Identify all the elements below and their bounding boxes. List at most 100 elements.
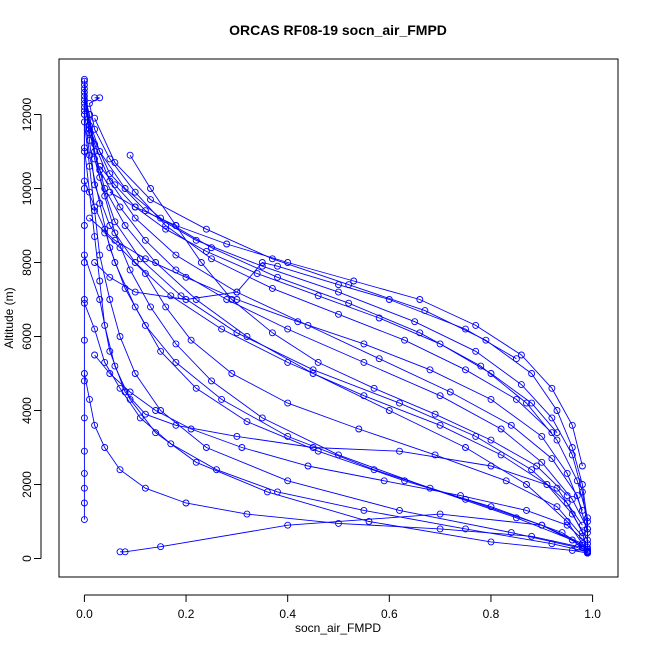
data-point (131, 303, 139, 311)
data-point (507, 529, 515, 537)
data-point (497, 425, 505, 433)
data-point (517, 381, 525, 389)
x-axis-label: socn_air_FMPD (295, 621, 381, 635)
data-point (568, 421, 576, 429)
data-point (538, 521, 546, 529)
data-point (258, 414, 266, 422)
data-point (385, 407, 393, 414)
data-point (258, 259, 266, 266)
data-point (284, 325, 292, 333)
data-point (487, 395, 495, 403)
data-point (208, 377, 215, 385)
data-point (502, 477, 510, 485)
data-point (553, 436, 561, 444)
data-point (233, 432, 241, 440)
data-point (578, 481, 586, 488)
data-point (141, 270, 149, 278)
data-point (223, 296, 231, 303)
data-point (192, 458, 200, 466)
data-point (243, 418, 251, 426)
data-point (284, 399, 292, 407)
data-point (436, 525, 444, 533)
data-point (538, 458, 546, 466)
series-14 (91, 259, 520, 363)
series-line (83, 92, 588, 552)
series-12 (80, 111, 88, 524)
data-point (172, 251, 180, 259)
data-point (141, 410, 149, 418)
data-point (131, 203, 139, 211)
data-point (396, 399, 403, 407)
data-point (80, 222, 88, 229)
data-point (126, 388, 134, 396)
data-point (274, 488, 281, 496)
data-point (309, 370, 317, 377)
data-point (136, 414, 144, 422)
data-point (101, 358, 109, 366)
data-point (314, 358, 322, 366)
data-point (274, 262, 281, 270)
data-point (131, 288, 139, 296)
data-point (192, 236, 200, 244)
data-point (584, 548, 591, 556)
data-point (80, 414, 88, 422)
data-point (80, 516, 88, 524)
data-point (218, 325, 226, 333)
data-point (91, 203, 99, 211)
chart-title: ORCAS RF08-19 socn_air_FMPD (229, 22, 447, 38)
data-point (106, 188, 114, 196)
data-point (548, 455, 556, 463)
x-tick-label: 0.4 (279, 607, 296, 621)
data-point (396, 447, 403, 455)
data-point (304, 462, 312, 470)
data-point (96, 296, 104, 303)
data-point (91, 259, 99, 266)
data-point (548, 414, 556, 422)
data-point (375, 355, 383, 363)
data-point (80, 336, 88, 344)
data-point (233, 329, 241, 337)
data-point (86, 214, 93, 222)
data-point (523, 399, 530, 407)
plot-frame (58, 58, 619, 578)
data-point (553, 407, 561, 414)
data-point (538, 432, 546, 440)
data-point (523, 481, 530, 488)
x-tick-label: 0.8 (483, 607, 500, 621)
data-point (335, 519, 342, 527)
data-point (385, 296, 393, 303)
data-point (426, 484, 434, 492)
data-point (116, 203, 124, 211)
data-point (157, 543, 165, 551)
series-line (83, 303, 588, 553)
y-tick-label: 10000 (20, 171, 34, 205)
data-point (436, 392, 444, 400)
data-point (563, 492, 571, 500)
data-point (563, 499, 571, 507)
data-point (152, 407, 160, 414)
data-point (294, 318, 302, 326)
data-point (472, 321, 480, 329)
data-point (91, 94, 99, 102)
data-point (233, 288, 241, 296)
data-point (431, 451, 439, 459)
data-point (192, 384, 200, 392)
y-tick-label: 4000 (20, 397, 34, 424)
data-point (568, 451, 576, 459)
data-point (416, 296, 424, 303)
y-tick-label: 0 (20, 555, 34, 562)
data-point (131, 259, 139, 266)
data-point (360, 506, 368, 514)
data-point (91, 421, 99, 429)
data-point (401, 336, 409, 344)
data-point (487, 503, 495, 511)
data-point (578, 521, 586, 529)
data-point (314, 447, 322, 455)
data-point (482, 336, 490, 344)
series-20 (80, 299, 591, 556)
data-point (457, 492, 464, 500)
data-point (314, 292, 322, 300)
data-point (431, 410, 439, 418)
data-point (91, 325, 99, 333)
